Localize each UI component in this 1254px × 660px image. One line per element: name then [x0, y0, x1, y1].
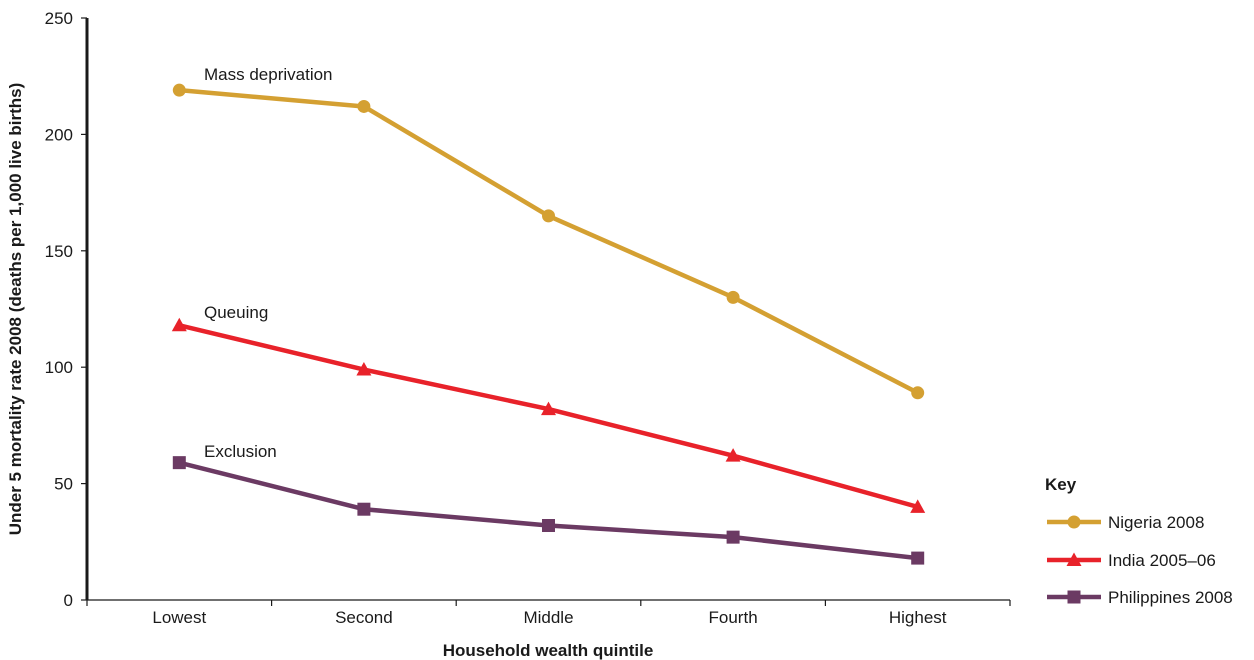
y-tick-label: 100 — [45, 358, 73, 377]
legend-item: Philippines 2008 — [1047, 588, 1233, 607]
data-point — [542, 209, 555, 223]
legend-title: Key — [1045, 475, 1077, 494]
annotation-mass-deprivation: Mass deprivation — [204, 65, 333, 84]
legend: Key Nigeria 2008 India 2005–06 Philippines… — [1045, 475, 1233, 607]
data-point — [356, 362, 372, 376]
y-tick-label: 150 — [45, 242, 73, 261]
data-point — [357, 502, 371, 516]
x-tick-label: Lowest — [152, 608, 206, 627]
legend-label: India 2005–06 — [1108, 551, 1216, 570]
data-point — [726, 290, 740, 304]
y-axis-title: Under 5 mortality rate 2008 (deaths per … — [6, 83, 25, 536]
y-tick-label: 50 — [54, 475, 73, 494]
x-tick-label: Second — [335, 608, 393, 627]
x-tick-label: Highest — [889, 608, 947, 627]
legend-label: Nigeria 2008 — [1108, 513, 1204, 532]
data-point — [357, 99, 371, 113]
legend-item: India 2005–06 — [1047, 551, 1216, 570]
series-layer — [171, 83, 926, 565]
data-point — [726, 530, 740, 544]
data-point — [725, 448, 741, 462]
data-point — [172, 83, 186, 97]
data-point — [910, 499, 926, 513]
legend-label: Philippines 2008 — [1108, 588, 1233, 607]
data-point — [172, 456, 186, 470]
legend-swatch-marker — [1066, 552, 1082, 566]
legend-swatch-marker — [1067, 515, 1081, 529]
annotation-exclusion: Exclusion — [204, 442, 277, 461]
data-point — [171, 317, 187, 332]
annotation-queuing: Queuing — [204, 303, 268, 322]
series-0 — [172, 83, 925, 400]
x-axis-title: Household wealth quintile — [443, 641, 654, 660]
x-tick-label: Fourth — [709, 608, 758, 627]
x-ticks: Lowest Second Middle Fourth Highest — [86, 600, 1011, 627]
legend-item: Nigeria 2008 — [1047, 513, 1204, 532]
legend-swatch-marker — [1067, 590, 1081, 604]
y-tick-label: 200 — [45, 125, 73, 144]
x-tick-label: Middle — [523, 608, 573, 627]
y-tick-label: 250 — [45, 9, 73, 28]
series-2 — [172, 456, 925, 565]
data-point — [541, 401, 556, 416]
data-point — [542, 519, 555, 533]
y-tick-label: 0 — [64, 591, 73, 610]
data-point — [911, 386, 925, 400]
y-ticks: 0 50 100 150 200 250 — [45, 9, 87, 610]
series-line — [178, 323, 919, 510]
axes — [85, 18, 1010, 601]
series-line — [179, 87, 919, 395]
series-1 — [171, 317, 926, 513]
data-point — [911, 551, 925, 565]
annotations: Mass deprivation Queuing Exclusion — [204, 65, 333, 461]
